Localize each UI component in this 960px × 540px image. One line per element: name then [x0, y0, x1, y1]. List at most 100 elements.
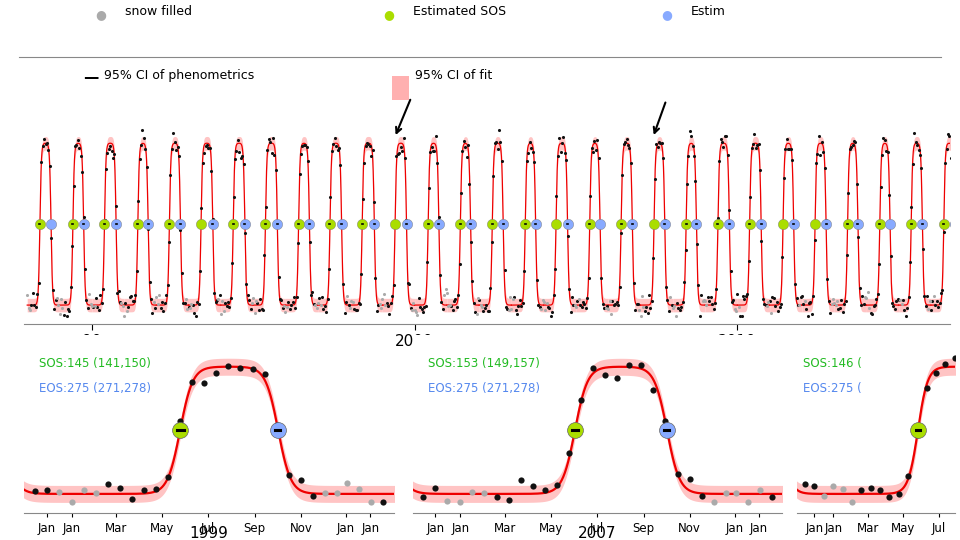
Point: [559, 156, 574, 165]
Point: [319, 308, 334, 316]
Point: [660, 295, 675, 304]
Point: [827, 299, 842, 307]
Point: [826, 481, 841, 490]
Point: [333, 160, 348, 169]
Point: [906, 129, 922, 137]
Point: [268, 165, 283, 174]
Point: [851, 220, 866, 228]
Point: [133, 141, 149, 150]
Point: [91, 305, 107, 314]
Point: [174, 269, 189, 278]
Point: [88, 294, 104, 302]
Point: [462, 179, 477, 188]
Point: [797, 296, 812, 305]
Point: [573, 396, 588, 404]
Point: [528, 220, 543, 228]
Point: [403, 304, 419, 313]
Point: [160, 472, 176, 481]
Point: [19, 291, 35, 299]
Point: [772, 303, 787, 312]
Point: [762, 297, 778, 306]
Point: [352, 300, 368, 309]
Point: [899, 312, 914, 320]
Point: [431, 213, 446, 221]
Point: [477, 489, 492, 497]
Point: [830, 305, 846, 313]
Point: [252, 305, 267, 314]
Point: [213, 310, 228, 319]
Point: [634, 361, 649, 370]
Point: [387, 220, 402, 228]
Point: [677, 278, 692, 286]
Point: [880, 147, 896, 156]
Point: [710, 213, 726, 222]
Point: [657, 215, 672, 224]
Point: [122, 293, 137, 302]
Point: [547, 264, 563, 273]
Point: [124, 495, 139, 503]
Point: [901, 293, 917, 301]
Point: [702, 297, 717, 306]
Point: [848, 137, 863, 146]
Point: [688, 220, 704, 228]
Point: [501, 495, 516, 504]
Point: [322, 265, 337, 273]
Point: [416, 308, 431, 316]
Point: [210, 294, 226, 303]
Point: [88, 489, 104, 498]
Point: [148, 304, 163, 313]
Point: [768, 302, 783, 310]
Point: [917, 292, 932, 301]
Point: [354, 220, 370, 228]
Point: [355, 194, 371, 203]
Point: [158, 291, 174, 299]
Point: [908, 138, 924, 147]
Point: [289, 293, 304, 301]
Point: [240, 291, 255, 300]
Point: [919, 383, 934, 392]
Point: [550, 152, 565, 160]
Point: [629, 300, 644, 308]
Point: [735, 292, 751, 300]
Point: [653, 138, 668, 147]
Point: [180, 303, 196, 312]
Point: [786, 218, 802, 226]
Point: [237, 220, 252, 228]
Text: SOS:146 (: SOS:146 (: [804, 357, 862, 370]
Point: [528, 219, 543, 227]
Point: [281, 471, 297, 480]
Point: [257, 251, 273, 260]
Point: [792, 301, 807, 309]
Point: [950, 300, 960, 308]
Point: [428, 484, 444, 492]
Point: [637, 307, 653, 316]
Point: [514, 302, 529, 311]
Text: SOS:153 (149,157): SOS:153 (149,157): [427, 357, 540, 370]
Point: [66, 182, 82, 191]
Point: [592, 221, 608, 230]
Point: [127, 296, 142, 305]
Point: [56, 310, 71, 319]
Point: [730, 289, 745, 298]
Point: [156, 307, 171, 315]
Point: [112, 298, 128, 307]
Point: [592, 220, 608, 228]
Point: [588, 145, 604, 154]
Point: [589, 136, 605, 145]
Point: [840, 220, 855, 228]
Point: [556, 133, 571, 141]
Point: [481, 307, 496, 315]
Point: [73, 152, 88, 160]
Point: [877, 136, 893, 144]
Point: [580, 294, 595, 302]
Point: [309, 304, 324, 313]
Point: [897, 306, 912, 315]
Point: [476, 306, 492, 315]
Point: [446, 297, 462, 306]
Point: [763, 309, 779, 318]
Text: 2007: 2007: [578, 526, 617, 540]
Point: [829, 297, 845, 306]
Point: [752, 486, 767, 495]
Point: [722, 206, 737, 214]
Point: [810, 150, 826, 158]
